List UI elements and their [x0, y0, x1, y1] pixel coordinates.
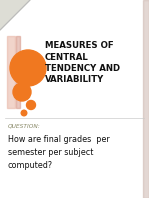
Circle shape [10, 50, 46, 86]
Text: VARIABILITY: VARIABILITY [45, 75, 104, 85]
Circle shape [13, 83, 31, 101]
Text: How are final grades  per
semester per subject
computed?: How are final grades per semester per su… [8, 135, 110, 170]
Text: MEASURES OF: MEASURES OF [45, 41, 114, 50]
Bar [143, 0, 149, 198]
Polygon shape [0, 0, 30, 30]
Bar [16, 36, 20, 108]
Text: QUESTION:: QUESTION: [8, 123, 41, 128]
Bar [7, 36, 15, 108]
Circle shape [21, 110, 27, 116]
Circle shape [27, 101, 35, 109]
Text: TENDENCY AND: TENDENCY AND [45, 64, 120, 73]
Text: CENTRAL: CENTRAL [45, 52, 89, 62]
